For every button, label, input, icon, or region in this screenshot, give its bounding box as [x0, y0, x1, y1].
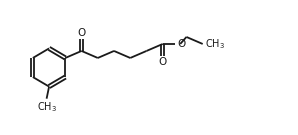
- Text: CH$_3$: CH$_3$: [204, 37, 225, 51]
- Text: O: O: [77, 28, 86, 38]
- Text: O: O: [177, 39, 185, 49]
- Text: O: O: [159, 57, 167, 67]
- Text: CH$_3$: CH$_3$: [37, 100, 57, 114]
